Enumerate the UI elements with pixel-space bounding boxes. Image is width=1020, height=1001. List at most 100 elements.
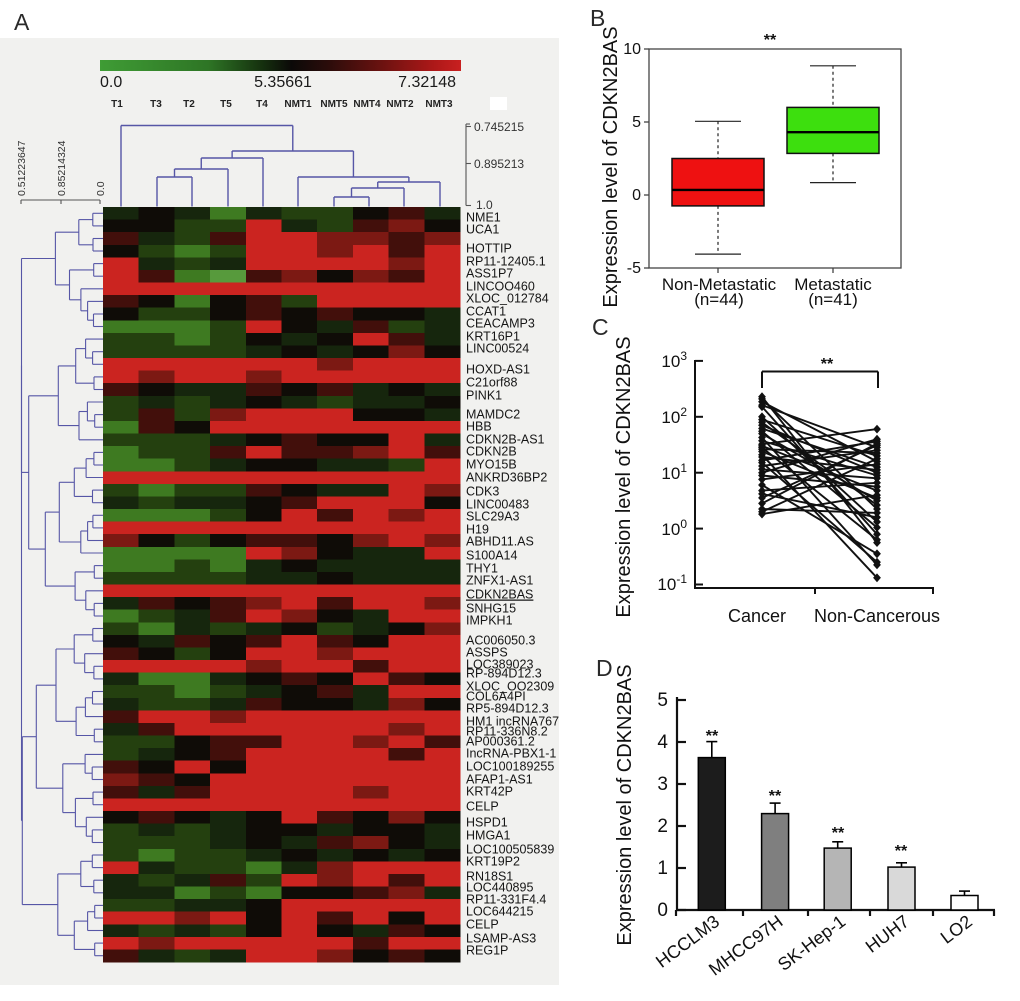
- svg-text:XLOC_OO2309: XLOC_OO2309: [466, 680, 554, 694]
- svg-text:UCA1: UCA1: [466, 223, 499, 237]
- svg-text:T5: T5: [220, 99, 232, 110]
- svg-text:RP11-331F4.4: RP11-331F4.4: [466, 893, 546, 907]
- svg-text:LINCOO460: LINCOO460: [466, 280, 535, 294]
- svg-text:CELP: CELP: [466, 918, 499, 932]
- svg-text:0.51223647: 0.51223647: [16, 140, 28, 196]
- svg-text:T2: T2: [183, 99, 195, 110]
- svg-text:COL6A4PI: COL6A4PI: [466, 690, 526, 704]
- svg-text:RP11-336N8.2: RP11-336N8.2: [466, 725, 548, 739]
- svg-text:PINK1: PINK1: [466, 389, 502, 403]
- svg-text:LOC389023: LOC389023: [466, 658, 533, 672]
- svg-text:**: **: [706, 728, 719, 745]
- svg-text:ZNFX1-AS1: ZNFX1-AS1: [466, 574, 533, 588]
- svg-text:5: 5: [632, 114, 641, 131]
- svg-text:LINC00483: LINC00483: [466, 498, 529, 512]
- svg-text:**: **: [895, 843, 908, 860]
- svg-text:2: 2: [657, 816, 668, 837]
- svg-text:T1: T1: [111, 99, 123, 110]
- svg-text:C: C: [592, 314, 609, 340]
- svg-text:LOC100505839: LOC100505839: [466, 843, 554, 857]
- svg-text:0.745215: 0.745215: [474, 120, 524, 134]
- svg-text:NMT4: NMT4: [353, 99, 381, 110]
- svg-text:IncRNA-PBX1-1: IncRNA-PBX1-1: [466, 747, 556, 761]
- svg-text:NMT5: NMT5: [320, 99, 348, 110]
- svg-text:T4: T4: [256, 99, 268, 110]
- svg-text:KRT42P: KRT42P: [466, 785, 513, 799]
- svg-text:0.0: 0.0: [95, 181, 107, 196]
- svg-text:XLOC_012784: XLOC_012784: [466, 292, 549, 306]
- svg-text:Metastatic: Metastatic: [794, 275, 872, 294]
- svg-text:7.32148: 7.32148: [398, 74, 456, 91]
- svg-text:Expression level of CDKN2BAS: Expression level of CDKN2BAS: [613, 336, 635, 617]
- svg-text:AFAP1-AS1: AFAP1-AS1: [466, 773, 533, 787]
- svg-text:HBB: HBB: [466, 420, 492, 434]
- svg-text:LSAMP-AS3: LSAMP-AS3: [466, 932, 536, 946]
- svg-text:HM1 incRNA767: HM1 incRNA767: [466, 715, 559, 729]
- svg-text:RN18S1: RN18S1: [466, 870, 513, 884]
- svg-text:RP5-894D12.3: RP5-894D12.3: [466, 702, 549, 716]
- svg-text:4: 4: [657, 732, 668, 753]
- svg-text:AC006050.3: AC006050.3: [466, 634, 536, 648]
- svg-text:ANKRD36BP2: ANKRD36BP2: [466, 471, 547, 485]
- svg-text:**: **: [764, 32, 777, 49]
- svg-text:ABHD11.AS: ABHD11.AS: [466, 535, 534, 549]
- svg-text:CCAT1: CCAT1: [466, 305, 506, 319]
- svg-text:**: **: [769, 788, 782, 805]
- svg-text:0.85214324: 0.85214324: [56, 140, 68, 196]
- svg-text:NMT1: NMT1: [284, 99, 312, 110]
- svg-text:ASS1P7: ASS1P7: [466, 267, 513, 281]
- svg-text:10: 10: [623, 41, 641, 58]
- svg-text:CDK3: CDK3: [466, 485, 499, 499]
- svg-text:5.35661: 5.35661: [254, 74, 312, 91]
- svg-text:CEACAMP3: CEACAMP3: [466, 317, 535, 331]
- svg-text:0.895213: 0.895213: [474, 157, 524, 171]
- svg-text:0: 0: [632, 187, 641, 204]
- svg-text:MYO15B: MYO15B: [466, 458, 517, 472]
- svg-text:D: D: [596, 655, 613, 681]
- svg-text:C21orf88: C21orf88: [466, 376, 517, 390]
- svg-text:1: 1: [657, 858, 668, 879]
- svg-text:AP000361.2: AP000361.2: [466, 735, 535, 749]
- svg-text:Non-Metastatic: Non-Metastatic: [662, 275, 777, 294]
- svg-text:(n=44): (n=44): [694, 290, 744, 309]
- svg-text:T3: T3: [150, 99, 162, 110]
- svg-text:5: 5: [657, 690, 668, 711]
- svg-text:LOC644215: LOC644215: [466, 905, 533, 919]
- svg-text:HMGA1: HMGA1: [466, 829, 511, 843]
- svg-text:-5: -5: [627, 260, 641, 277]
- svg-text:CDKN2BAS: CDKN2BAS: [466, 588, 533, 602]
- svg-text:HOTTIP: HOTTIP: [466, 242, 512, 256]
- svg-text:NME1: NME1: [466, 211, 501, 225]
- svg-text:LOC440895: LOC440895: [466, 881, 533, 895]
- svg-text:IMPKH1: IMPKH1: [466, 614, 513, 628]
- svg-text:0.0: 0.0: [100, 74, 122, 91]
- svg-text:REG1P: REG1P: [466, 944, 508, 958]
- svg-text:**: **: [832, 825, 845, 842]
- svg-text:Expression level of CDKN2BAS: Expression level of CDKN2BAS: [600, 26, 622, 307]
- svg-text:1.0: 1.0: [476, 198, 493, 212]
- svg-text:LINC00524: LINC00524: [466, 342, 529, 356]
- svg-text:HOXD-AS1: HOXD-AS1: [466, 363, 530, 377]
- svg-text:CDKN2B: CDKN2B: [466, 445, 517, 459]
- svg-text:SLC29A3: SLC29A3: [466, 510, 520, 524]
- svg-text:RP11-12405.1: RP11-12405.1: [466, 255, 546, 269]
- svg-text:NMT3: NMT3: [425, 99, 453, 110]
- svg-text:B: B: [590, 5, 605, 31]
- svg-text:ASSPS: ASSPS: [466, 646, 508, 660]
- svg-text:RP-894D12.3: RP-894D12.3: [466, 667, 542, 681]
- svg-text:Cancer: Cancer: [728, 606, 786, 626]
- svg-text:CDKN2B-AS1: CDKN2B-AS1: [466, 433, 545, 447]
- svg-text:(n=41): (n=41): [808, 290, 858, 309]
- svg-text:**: **: [821, 356, 834, 373]
- svg-text:S100A14: S100A14: [466, 549, 517, 563]
- svg-text:KRT19P2: KRT19P2: [466, 855, 520, 869]
- svg-text:LOC100189255: LOC100189255: [466, 760, 554, 774]
- svg-text:H19: H19: [466, 523, 489, 537]
- svg-text:A: A: [14, 9, 30, 35]
- svg-text:CELP: CELP: [466, 800, 499, 814]
- svg-text:NMT2: NMT2: [386, 99, 414, 110]
- svg-text:HSPD1: HSPD1: [466, 816, 508, 830]
- svg-text:3: 3: [657, 774, 668, 795]
- svg-text:SNHG15: SNHG15: [466, 602, 516, 616]
- svg-text:MAMDC2: MAMDC2: [466, 408, 520, 422]
